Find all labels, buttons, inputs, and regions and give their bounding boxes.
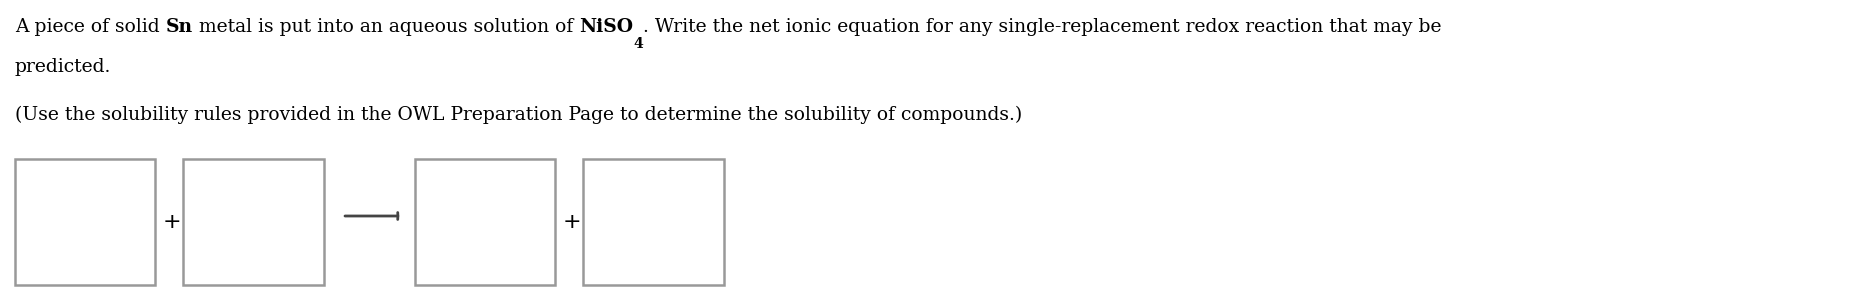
Text: Sn: Sn [166,17,193,35]
Text: 4: 4 [632,37,643,51]
Text: +: + [563,212,582,232]
Text: (Use the solubility rules provided in the OWL Preparation Page to determine the : (Use the solubility rules provided in th… [15,106,1023,124]
Text: +: + [163,212,181,232]
Text: . Write the net ionic equation for any single-replacement redox reaction that ma: . Write the net ionic equation for any s… [643,17,1442,35]
Text: metal is put into an aqueous solution of: metal is put into an aqueous solution of [193,17,580,35]
Text: NiSO: NiSO [580,17,632,35]
Text: A piece of solid: A piece of solid [15,17,166,35]
Text: predicted.: predicted. [15,58,112,76]
